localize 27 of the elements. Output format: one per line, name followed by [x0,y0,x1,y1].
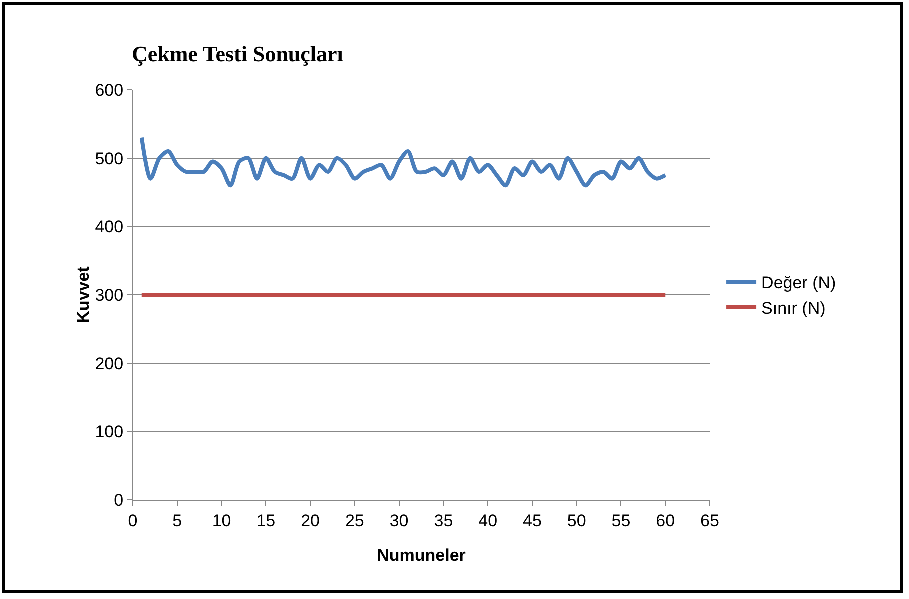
line-series [140,136,668,188]
y-tick-label: 600 [95,80,124,100]
x-tick-label: 0 [128,511,138,530]
x-tick-label: 50 [567,511,586,530]
x-tick-label: 15 [256,511,276,530]
x-axis-title: Numuneler [377,546,466,565]
y-tick-label: 500 [95,149,124,168]
x-tick-label: 55 [612,511,631,530]
chart-title: Çekme Testi Sonuçları [132,41,344,66]
y-tick-label: 200 [95,354,124,374]
y-axis-title: Kuvvet [74,266,93,324]
x-tick-label: 25 [345,511,364,530]
y-tick-label: 100 [95,422,124,442]
x-tick-label: 45 [523,511,542,530]
x-tick-label: 35 [434,511,454,530]
y-tick-label: 400 [95,218,124,237]
x-tick-label: 40 [478,511,498,530]
legend-label: Sınır (N) [762,298,826,318]
legend-label: Değer (N) [762,274,836,293]
y-tick-label: 300 [95,286,124,305]
x-tick-label: 10 [212,511,232,530]
x-tick-label: 20 [301,511,320,530]
x-tick-label: 65 [700,511,720,530]
y-tick-label: 0 [114,490,124,510]
x-tick-label: 30 [390,511,409,530]
x-tick-label: 60 [656,511,676,530]
x-tick-label: 5 [172,511,182,530]
